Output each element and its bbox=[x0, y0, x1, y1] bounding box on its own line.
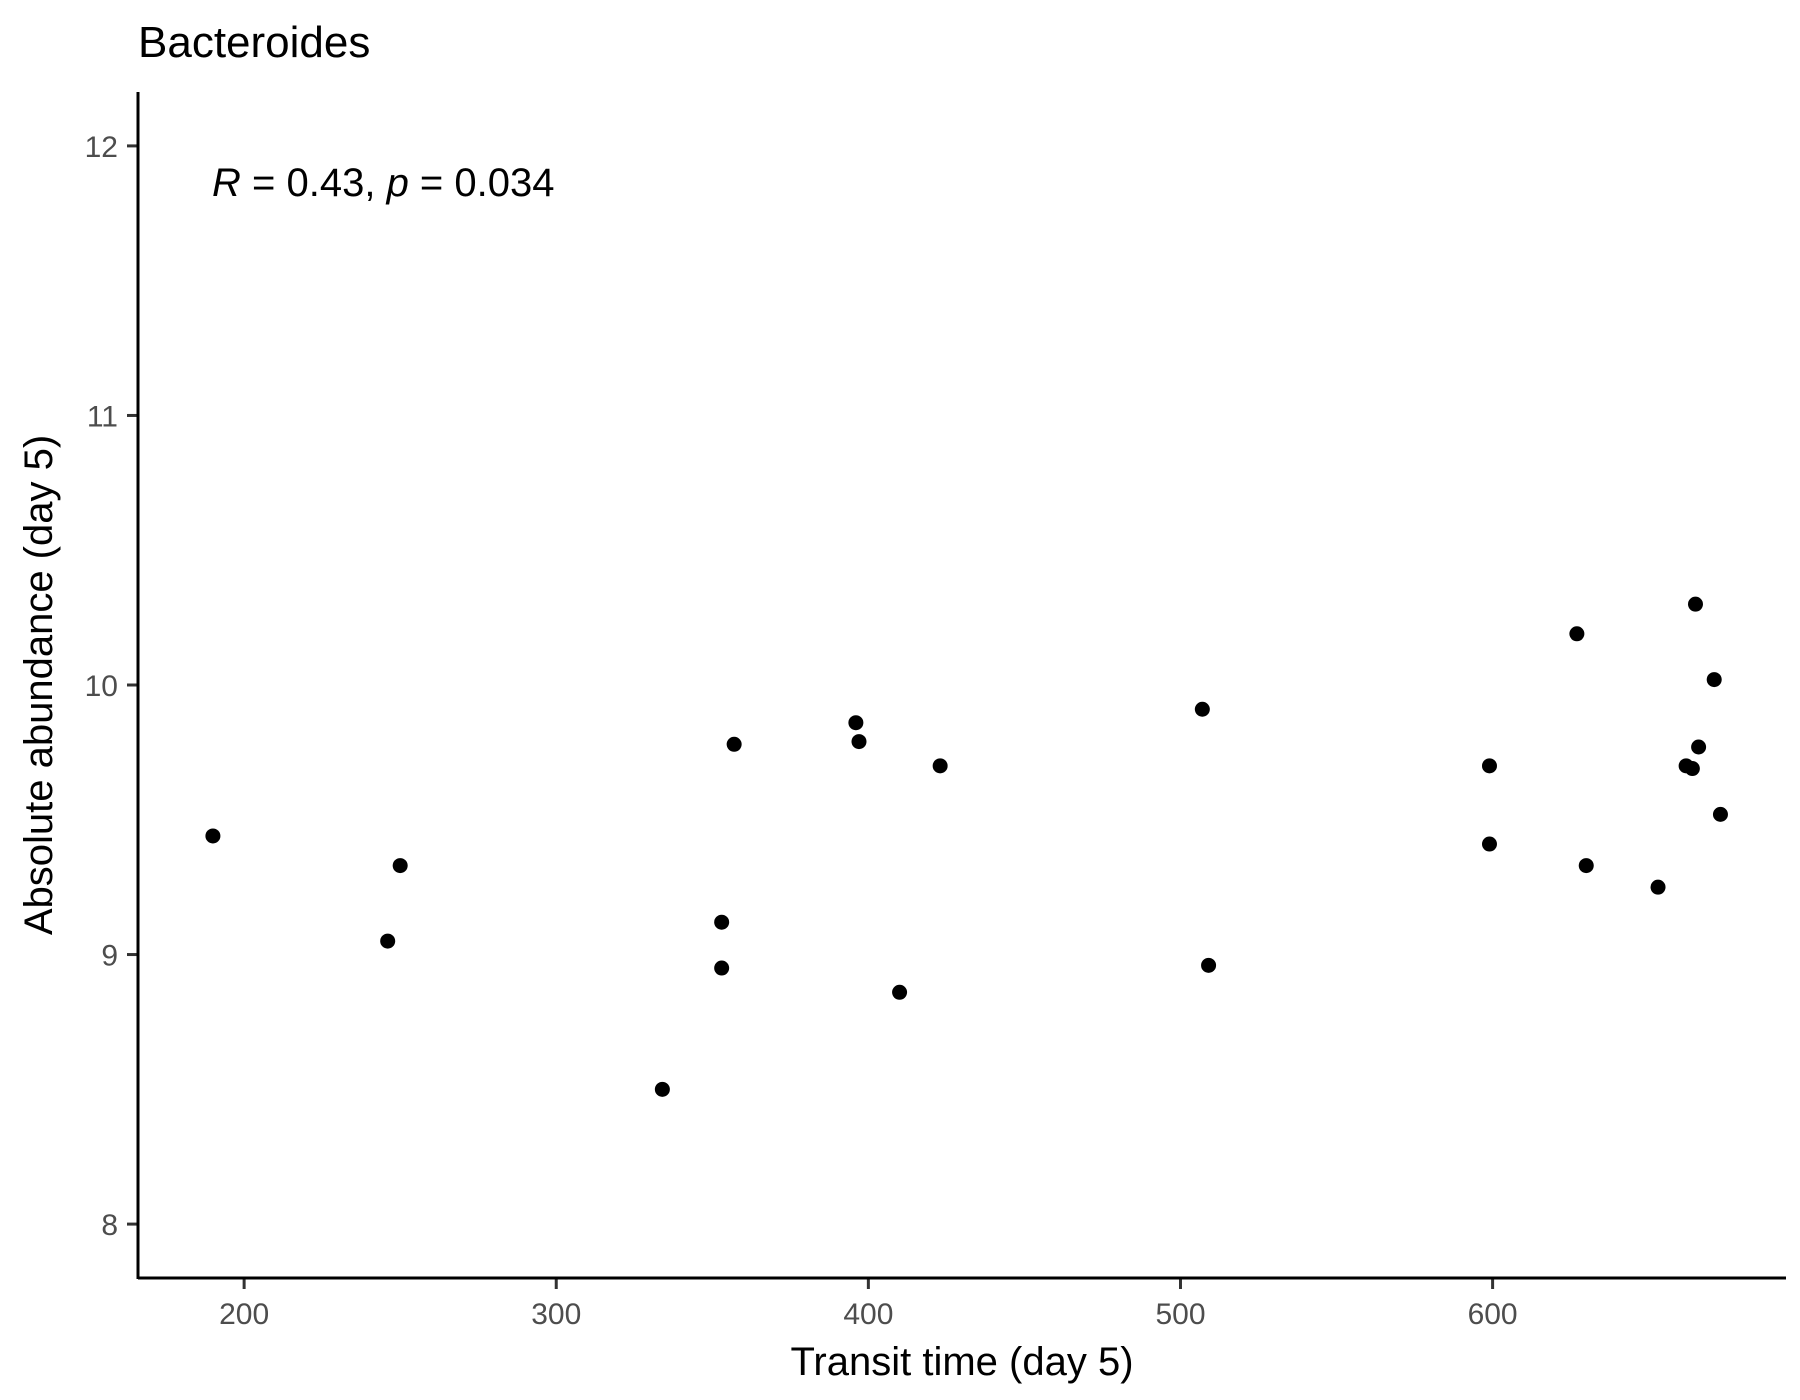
data-point bbox=[1706, 672, 1722, 688]
data-point bbox=[380, 933, 396, 949]
data-point bbox=[1712, 806, 1728, 822]
data-point bbox=[714, 960, 730, 976]
y-tick-label: 12 bbox=[85, 131, 118, 164]
r-value-text: = 0.43, bbox=[241, 161, 387, 205]
correlation-annotation: R = 0.43, p = 0.034 bbox=[212, 161, 555, 205]
p-value-text: = 0.034 bbox=[409, 161, 555, 205]
y-tick-label: 8 bbox=[101, 1209, 118, 1242]
data-point bbox=[654, 1081, 670, 1097]
chart-title: Bacteroides bbox=[138, 18, 370, 67]
y-axis-title: Absolute abundance (day 5) bbox=[17, 435, 61, 935]
data-point bbox=[726, 736, 742, 752]
data-point bbox=[1201, 957, 1217, 973]
data-point bbox=[1650, 879, 1666, 895]
x-tick-label: 600 bbox=[1468, 1298, 1518, 1331]
data-points bbox=[205, 596, 1728, 1097]
data-point bbox=[1194, 701, 1210, 717]
y-axis-ticks: 8 9 10 11 12 bbox=[85, 131, 138, 1242]
data-point bbox=[851, 734, 867, 750]
data-point bbox=[1687, 596, 1703, 612]
data-point bbox=[1691, 739, 1707, 755]
data-point bbox=[1481, 836, 1497, 852]
x-tick-label: 500 bbox=[1155, 1298, 1205, 1331]
x-axis-ticks: 200 300 400 500 600 bbox=[219, 1278, 1518, 1331]
data-point bbox=[1578, 858, 1594, 874]
data-point bbox=[848, 715, 864, 731]
data-point bbox=[392, 858, 408, 874]
y-tick-label: 11 bbox=[87, 400, 118, 433]
p-symbol: p bbox=[386, 161, 409, 205]
x-tick-label: 400 bbox=[843, 1298, 893, 1331]
y-tick-label: 9 bbox=[101, 940, 118, 973]
data-point bbox=[205, 828, 221, 844]
data-point bbox=[1684, 761, 1700, 777]
x-tick-label: 300 bbox=[531, 1298, 581, 1331]
y-tick-label: 10 bbox=[85, 670, 118, 703]
data-point bbox=[714, 914, 730, 930]
x-axis-title: Transit time (day 5) bbox=[790, 1340, 1133, 1384]
r-symbol: R bbox=[212, 161, 241, 205]
x-tick-label: 200 bbox=[219, 1298, 269, 1331]
data-point bbox=[892, 984, 908, 1000]
data-point bbox=[932, 758, 948, 774]
data-point bbox=[1481, 758, 1497, 774]
data-point bbox=[1569, 626, 1585, 642]
